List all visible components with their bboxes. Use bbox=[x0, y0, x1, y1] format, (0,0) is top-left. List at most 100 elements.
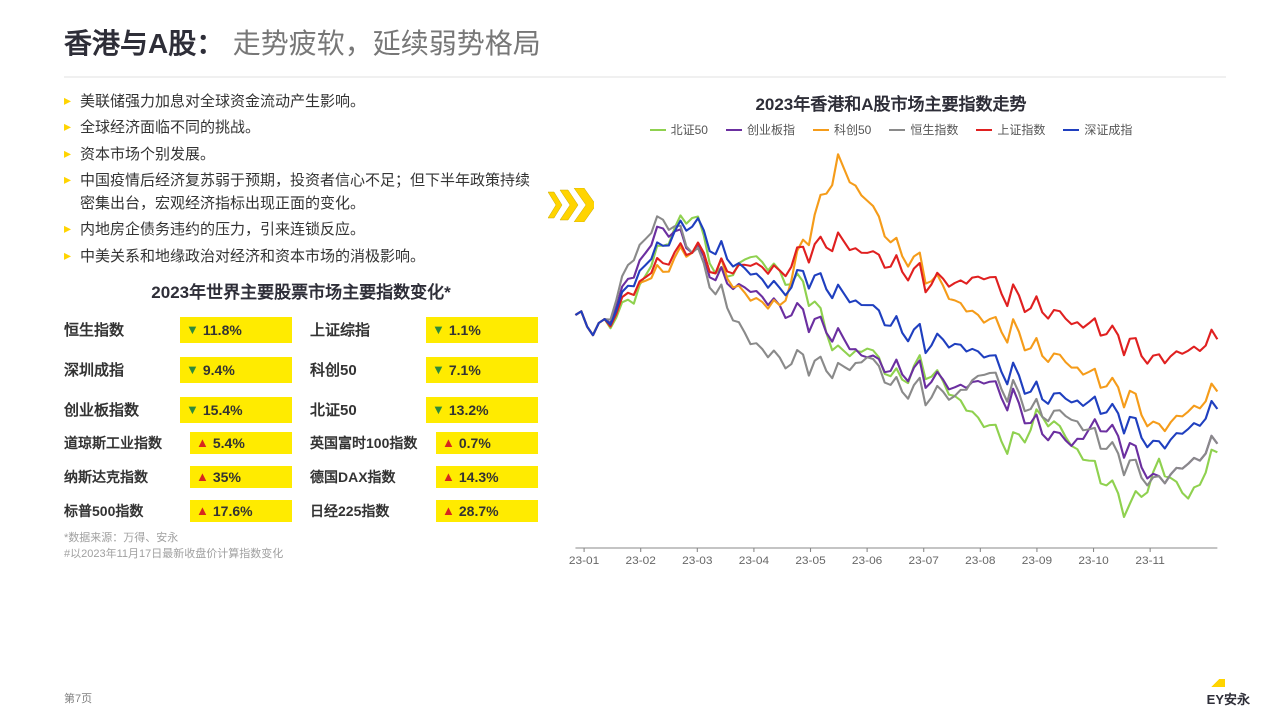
index-row: 北证50 ▼ 13.2% bbox=[310, 395, 538, 425]
legend-swatch-icon bbox=[889, 129, 905, 131]
svg-text:23-08: 23-08 bbox=[965, 555, 995, 567]
index-pill: ▼ 9.4% bbox=[180, 357, 292, 383]
indices-grid-top: 恒生指数 ▼ 11.8% 上证综指 ▼ 1.1% 深圳成指 ▼ 9.4% 科创50 ▼ 7.1% 创业板… bbox=[64, 315, 538, 425]
index-label: 北证50 bbox=[310, 399, 418, 420]
index-label: 日经225指数 bbox=[310, 501, 428, 521]
triangle-down-icon: ▼ bbox=[432, 402, 445, 417]
index-row: 道琼斯工业指数 ▲5.4% bbox=[64, 431, 292, 455]
chart-legend: 北证50 创业板指 科创50 恒生指数 上证指数 深证成指 bbox=[556, 121, 1226, 138]
index-label: 上证综指 bbox=[310, 319, 418, 340]
index-value: 15.4% bbox=[203, 402, 243, 418]
index-pill: ▲ 35% bbox=[190, 466, 292, 488]
triangle-up-icon: ▲ bbox=[442, 469, 455, 484]
index-pill: ▲0.7% bbox=[436, 432, 538, 454]
svg-text:23-01: 23-01 bbox=[569, 555, 599, 567]
index-label: 道琼斯工业指数 bbox=[64, 433, 182, 453]
svg-text:23-02: 23-02 bbox=[626, 555, 656, 567]
title-sub: 走势疲软，延续弱势格局 bbox=[233, 28, 541, 59]
legend-item: 恒生指数 bbox=[889, 121, 958, 138]
svg-text:23-10: 23-10 bbox=[1078, 555, 1108, 567]
index-label: 深圳成指 bbox=[64, 359, 172, 380]
index-value: 28.7% bbox=[459, 503, 499, 519]
legend-item: 科创50 bbox=[813, 121, 871, 138]
index-value: 11.8% bbox=[203, 322, 242, 338]
index-value: 35% bbox=[213, 469, 241, 485]
line-chart: 23-01 23-02 23-03 23-04 23-05 23-06 23-07 23-08… bbox=[556, 142, 1226, 572]
index-row: 上证综指 ▼ 1.1% bbox=[310, 315, 538, 345]
index-pill: ▼ 13.2% bbox=[426, 397, 538, 423]
triangle-down-icon: ▼ bbox=[432, 362, 445, 377]
footnotes: *数据来源：万得、安永#以2023年11月17日最新收盘价计算指数变化 bbox=[64, 531, 538, 563]
index-row: 纳斯达克指数 ▲ 35% bbox=[64, 465, 292, 489]
right-column: 2023年香港和A股市场主要指数走势 北证50创业板指科创50恒生指数上证指数深… bbox=[556, 90, 1226, 577]
bullet-item: 资本市场个别发展。 bbox=[64, 143, 538, 166]
index-pill: ▼ 1.1% bbox=[426, 317, 538, 343]
triangle-down-icon: ▼ bbox=[432, 322, 445, 337]
bullet-list: 美联储强力加息对全球资金流动产生影响。全球经济面临不同的挑战。资本市场个别发展。… bbox=[64, 90, 538, 268]
bullet-item: 美联储强力加息对全球资金流动产生影响。 bbox=[64, 90, 538, 113]
index-label: 科创50 bbox=[310, 359, 418, 380]
bullet-item: 中国疫情后经济复苏弱于预期，投资者信心不足；但下半年政策持续密集出台，宏观经济指… bbox=[64, 169, 538, 216]
index-row: 科创50 ▼ 7.1% bbox=[310, 355, 538, 385]
triangle-up-icon: ▲ bbox=[442, 503, 455, 518]
svg-text:23-04: 23-04 bbox=[739, 555, 770, 567]
svg-text:23-03: 23-03 bbox=[682, 555, 712, 567]
index-label: 标普500指数 bbox=[64, 501, 182, 521]
index-label: 纳斯达克指数 bbox=[64, 467, 182, 487]
index-value: 0.7% bbox=[459, 435, 491, 451]
legend-label: 深证成指 bbox=[1084, 121, 1132, 138]
legend-label: 科创50 bbox=[834, 121, 871, 138]
footnote-line: #以2023年11月17日最新收盘价计算指数变化 bbox=[64, 547, 538, 563]
index-row: 创业板指数 ▼15.4% bbox=[64, 395, 292, 425]
indices-grid-bottom: 道琼斯工业指数▲5.4%英国富时100指数▲0.7%纳斯达克指数▲35%德国DA… bbox=[64, 431, 538, 523]
legend-item: 北证50 bbox=[650, 121, 708, 138]
index-label: 德国DAX指数 bbox=[310, 467, 428, 487]
svg-text:23-06: 23-06 bbox=[852, 555, 882, 567]
triangle-up-icon: ▲ bbox=[196, 503, 209, 518]
legend-item: 深证成指 bbox=[1063, 121, 1132, 138]
legend-label: 恒生指数 bbox=[910, 121, 958, 138]
index-pill: ▲5.4% bbox=[190, 432, 292, 454]
index-pill: ▼ 11.8% bbox=[180, 317, 292, 343]
index-pill: ▼15.4% bbox=[180, 397, 292, 423]
svg-text:23-11: 23-11 bbox=[1135, 555, 1164, 567]
index-row: 英国富时100指数 ▲0.7% bbox=[310, 431, 538, 455]
index-value: 13.2% bbox=[449, 402, 489, 418]
bullet-item: 全球经济面临不同的挑战。 bbox=[64, 116, 538, 139]
index-row: 恒生指数 ▼ 11.8% bbox=[64, 315, 292, 345]
index-label: 英国富时100指数 bbox=[310, 433, 428, 453]
divider bbox=[64, 76, 1226, 78]
index-label: 创业板指数 bbox=[64, 399, 172, 420]
triangle-up-icon: ▲ bbox=[196, 469, 209, 484]
index-row: 深圳成指 ▼ 9.4% bbox=[64, 355, 292, 385]
index-row: 日经225指数 ▲ 28.7% bbox=[310, 499, 538, 523]
triangle-down-icon: ▼ bbox=[186, 362, 199, 377]
index-value: 7.1% bbox=[449, 362, 481, 378]
legend-label: 北证50 bbox=[671, 121, 708, 138]
index-label: 恒生指数 bbox=[64, 319, 172, 340]
legend-swatch-icon bbox=[726, 129, 742, 131]
legend-swatch-icon bbox=[813, 129, 829, 131]
index-value: 5.4% bbox=[213, 435, 245, 451]
legend-label: 创业板指 bbox=[747, 121, 795, 138]
index-value: 1.1% bbox=[449, 322, 481, 338]
index-pill: ▲ 28.7% bbox=[436, 500, 538, 522]
bullet-item: 内地房企债务违约的压力，引来连锁反应。 bbox=[64, 218, 538, 241]
legend-swatch-icon bbox=[976, 129, 992, 131]
index-value: 9.4% bbox=[203, 362, 235, 378]
legend-swatch-icon bbox=[1063, 129, 1079, 131]
index-row: 德国DAX指数 ▲14.3% bbox=[310, 465, 538, 489]
svg-text:23-05: 23-05 bbox=[795, 555, 825, 567]
triangle-down-icon: ▼ bbox=[186, 322, 199, 337]
legend-item: 上证指数 bbox=[976, 121, 1045, 138]
left-column: 美联储强力加息对全球资金流动产生影响。全球经济面临不同的挑战。资本市场个别发展。… bbox=[64, 90, 538, 577]
index-pill: ▲14.3% bbox=[436, 466, 538, 488]
index-value: 17.6% bbox=[213, 503, 253, 519]
legend-label: 上证指数 bbox=[997, 121, 1045, 138]
legend-item: 创业板指 bbox=[726, 121, 795, 138]
index-pill: ▲ 17.6% bbox=[190, 500, 292, 522]
page-number: 第7页 bbox=[64, 690, 92, 706]
svg-text:23-07: 23-07 bbox=[909, 555, 939, 567]
title-main: 香港与A股： bbox=[64, 28, 224, 59]
legend-swatch-icon bbox=[650, 129, 666, 131]
